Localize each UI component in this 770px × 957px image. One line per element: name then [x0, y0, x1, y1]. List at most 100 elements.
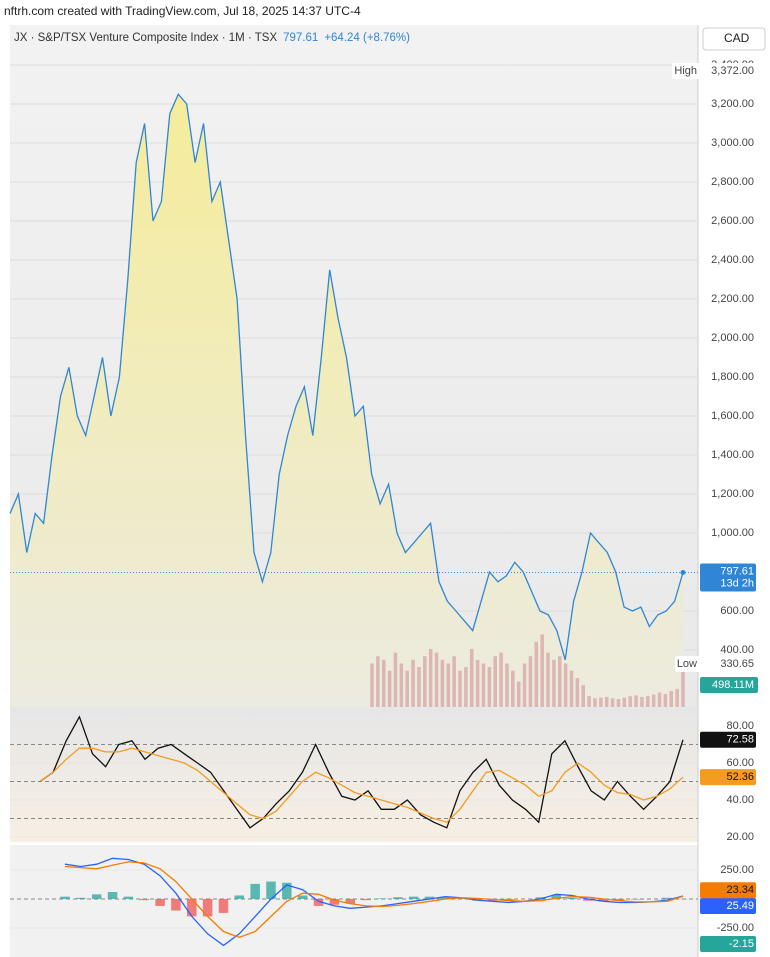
volume-bar: [640, 696, 644, 707]
histogram-bar: [187, 898, 197, 917]
last-value-box: [700, 882, 756, 899]
histogram-bar: [503, 898, 514, 901]
volume-bar: [434, 652, 439, 707]
last-value-box: [700, 898, 756, 915]
low-value: 330.65: [720, 658, 754, 670]
volume-bar: [464, 667, 468, 707]
volume-bar: [534, 641, 539, 707]
last-price: 797.61: [720, 565, 754, 577]
volume-bar: [575, 677, 580, 707]
histogram-bar: [599, 898, 609, 902]
volume-bar: [681, 670, 685, 707]
y-tick-label: 1,400.00: [711, 449, 754, 461]
volume-bar: [393, 652, 398, 707]
histogram-bar: [583, 898, 593, 901]
volume-bar: [428, 648, 433, 707]
histogram-bar: [123, 896, 134, 899]
histogram-bar: [218, 898, 229, 913]
low-box: [675, 656, 756, 672]
high-name: High: [674, 65, 697, 77]
y-tick-label: 40.00: [726, 794, 754, 806]
y-tick-label: 1,200.00: [711, 488, 754, 500]
volume-bar: [604, 696, 609, 707]
price-line: [9, 92, 684, 660]
y-tick-label: 400.00: [720, 644, 754, 656]
histogram-bar: [377, 898, 387, 899]
high-box: [672, 63, 756, 79]
volume-bar: [663, 693, 668, 707]
volume-bar: [475, 659, 480, 707]
histogram-bar: [202, 898, 213, 917]
symbol-name: JX · S&P/TSX Venture Composite Index · 1…: [14, 32, 277, 44]
y-tick-label: 1,000.00: [711, 527, 754, 539]
volume-bar: [376, 656, 380, 707]
volume-bar: [440, 659, 445, 707]
y-tick-label: 2,800.00: [711, 176, 754, 188]
volume-bar: [499, 652, 503, 707]
change: +64.24 (+8.76%): [324, 32, 410, 44]
currency-box[interactable]: [702, 27, 766, 51]
last-value-box: [700, 769, 756, 786]
histogram-bar: [171, 898, 181, 911]
volume-last-box: [700, 677, 758, 693]
indicator-line: [39, 747, 684, 823]
volume-bar: [387, 670, 392, 707]
volume-bar: [528, 656, 533, 707]
volume-bar: [646, 696, 650, 707]
symbol: JX · S&P/TSX Venture Composite Index · 1…: [14, 32, 410, 44]
histogram-bar: [282, 882, 292, 899]
volume-bar: [610, 698, 615, 707]
volume-bar: [616, 699, 621, 707]
indicator-line: [64, 861, 684, 938]
volume-bar: [370, 663, 374, 707]
volume-bar: [493, 656, 497, 707]
credit: nftrh.com created with TradingView.com, …: [4, 4, 361, 18]
volume-bar: [651, 694, 656, 707]
price-area: [10, 94, 683, 707]
volume-bar: [522, 663, 527, 707]
histogram-bar: [662, 897, 672, 899]
y-tick-label: 1,600.00: [711, 410, 754, 422]
last-value: 52.36: [726, 771, 754, 783]
volume-bar: [469, 648, 474, 707]
histogram-bar: [551, 894, 561, 899]
currency[interactable]: CAD: [724, 31, 750, 45]
volume-bar: [622, 697, 627, 707]
volume-bar: [657, 692, 662, 707]
y-tick-label: 2,400.00: [711, 254, 754, 266]
y-tick-label: 2,000.00: [711, 332, 754, 344]
histogram-bar: [424, 896, 435, 899]
y-tick-label: -250.00: [717, 922, 754, 934]
last-value: -2.15: [729, 938, 754, 950]
histogram-bar: [567, 897, 577, 899]
y-tick-label: 2,200.00: [711, 293, 754, 305]
volume-bar: [546, 652, 550, 707]
volume-bar: [675, 688, 679, 707]
y-tick-label: 3,000.00: [711, 137, 754, 149]
low-name: Low: [677, 658, 697, 670]
last-value: 72.58: [726, 734, 754, 746]
last-value: 25.49: [726, 900, 754, 912]
histogram-bar: [440, 896, 451, 899]
volume-bar: [558, 656, 562, 707]
histogram-bar: [313, 898, 324, 906]
volume-bar: [505, 663, 509, 707]
histogram-bar: [297, 895, 308, 899]
volume-bar: [481, 663, 486, 707]
histogram-bar: [76, 897, 86, 899]
y-tick-label: 1,800.00: [711, 371, 754, 383]
histogram-bar: [60, 896, 70, 899]
volume-bar: [593, 698, 597, 707]
histogram-bar: [329, 898, 340, 905]
volume-bar: [563, 663, 568, 707]
volume-bar: [516, 681, 521, 707]
last-value-box: [700, 731, 756, 748]
volume-bar: [487, 667, 492, 707]
last-price-dot: [680, 570, 686, 576]
histogram-bar: [250, 883, 260, 899]
volume-bar: [540, 634, 544, 707]
last-box: [700, 563, 756, 592]
histogram-bar: [266, 881, 276, 899]
volume-bar: [628, 696, 632, 707]
